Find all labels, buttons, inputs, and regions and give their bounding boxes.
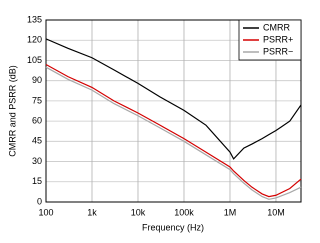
y-tick-label: 0 <box>37 196 42 206</box>
y-tick-label: 75 <box>32 95 42 105</box>
y-tick-label: 135 <box>27 14 42 24</box>
line-series <box>45 63 302 198</box>
legend-label: CMRR <box>263 22 290 32</box>
x-tick-label: 10k <box>131 207 146 217</box>
x-tick-label: 100 <box>38 207 53 217</box>
y-tick-label: 60 <box>32 115 42 125</box>
x-tick-label: 10M <box>267 207 285 217</box>
y-axis-label: CMRR and PSRR (dB) <box>7 65 17 157</box>
y-tick-label: 105 <box>27 55 42 65</box>
x-axis-label: Frequency (Hz) <box>142 222 204 232</box>
line-series <box>45 66 302 200</box>
x-tick-label: 100k <box>174 207 194 217</box>
plot-frame <box>45 19 302 203</box>
x-tick-label: 1M <box>224 207 237 217</box>
y-tick-label: 90 <box>32 75 42 85</box>
x-tick-label: 1k <box>87 207 97 217</box>
line-series <box>45 38 302 160</box>
legend-label: PSRR− <box>263 46 293 56</box>
y-tick-label: 45 <box>32 136 42 146</box>
y-tick-label: 15 <box>32 176 42 186</box>
y-tick-label: 30 <box>32 156 42 166</box>
legend-label: PSRR+ <box>263 34 293 44</box>
y-tick-label: 120 <box>27 35 42 45</box>
